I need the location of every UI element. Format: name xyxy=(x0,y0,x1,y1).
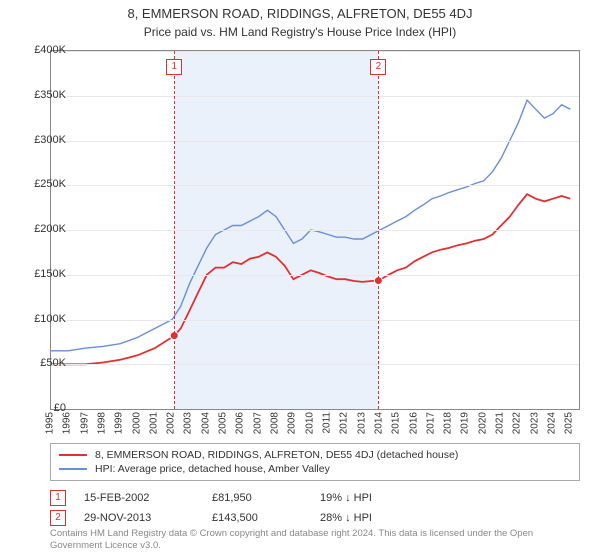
y-axis-label: £0 xyxy=(18,402,66,414)
sale-row-marker: 2 xyxy=(50,510,66,526)
footnote: Contains HM Land Registry data © Crown c… xyxy=(50,528,580,552)
x-axis-label: 2019 xyxy=(460,412,471,434)
x-axis-label: 2024 xyxy=(547,412,558,434)
sale-marker-box: 2 xyxy=(370,59,386,75)
x-axis-label: 2021 xyxy=(495,412,506,434)
x-axis-label: 2010 xyxy=(304,412,315,434)
sale-vline xyxy=(378,51,379,409)
x-axis-label: 2007 xyxy=(252,412,263,434)
x-axis-label: 2023 xyxy=(529,412,540,434)
gridline xyxy=(51,320,579,321)
y-axis-label: £300K xyxy=(18,134,66,146)
legend-label: 8, EMMERSON ROAD, RIDDINGS, ALFRETON, DE… xyxy=(95,449,458,461)
y-axis-label: £50K xyxy=(18,357,66,369)
x-axis-label: 2016 xyxy=(408,412,419,434)
gridline xyxy=(51,51,579,52)
x-axis-label: 2013 xyxy=(356,412,367,434)
sale-row-pct: 19% ↓ HPI xyxy=(320,492,430,504)
x-axis-label: 2003 xyxy=(183,412,194,434)
gridline xyxy=(51,185,579,186)
sale-vline xyxy=(174,51,175,409)
legend-label: HPI: Average price, detached house, Ambe… xyxy=(95,463,330,475)
sale-row-marker: 1 xyxy=(50,490,66,506)
x-axis-label: 2020 xyxy=(477,412,488,434)
gridline xyxy=(51,96,579,97)
y-axis-label: £400K xyxy=(18,44,66,56)
sale-row: 2 29-NOV-2013 £143,500 28% ↓ HPI xyxy=(50,508,580,528)
y-axis-label: £250K xyxy=(18,178,66,190)
x-axis-label: 2001 xyxy=(148,412,159,434)
gridline xyxy=(51,141,579,142)
legend-swatch xyxy=(59,468,87,470)
y-axis-label: £350K xyxy=(18,89,66,101)
legend-box: 8, EMMERSON ROAD, RIDDINGS, ALFRETON, DE… xyxy=(50,443,580,481)
x-axis-label: 2009 xyxy=(287,412,298,434)
x-axis-label: 2017 xyxy=(425,412,436,434)
sales-table: 1 15-FEB-2002 £81,950 19% ↓ HPI 2 29-NOV-2013… xyxy=(50,488,580,528)
sale-marker-box: 1 xyxy=(166,59,182,75)
x-axis-label: 1995 xyxy=(45,412,56,434)
x-axis-label: 2015 xyxy=(391,412,402,434)
y-axis-label: £100K xyxy=(18,313,66,325)
sale-row-price: £81,950 xyxy=(212,492,302,504)
x-axis-label: 2011 xyxy=(321,412,332,434)
gridline xyxy=(51,275,579,276)
legend-row: HPI: Average price, detached house, Ambe… xyxy=(59,462,571,476)
x-axis-label: 2008 xyxy=(270,412,281,434)
sale-row-price: £143,500 xyxy=(212,512,302,524)
legend-row: 8, EMMERSON ROAD, RIDDINGS, ALFRETON, DE… xyxy=(59,448,571,462)
x-axis-label: 2025 xyxy=(564,412,575,434)
x-axis-label: 2004 xyxy=(200,412,211,434)
x-axis-label: 1998 xyxy=(96,412,107,434)
gridline xyxy=(51,364,579,365)
y-axis-label: £200K xyxy=(18,223,66,235)
y-axis-label: £150K xyxy=(18,268,66,280)
x-axis-label: 2005 xyxy=(218,412,229,434)
x-axis-label: 1996 xyxy=(62,412,73,434)
chart-subtitle: Price paid vs. HM Land Registry's House … xyxy=(0,21,600,45)
x-axis-label: 2000 xyxy=(131,412,142,434)
sale-row-date: 29-NOV-2013 xyxy=(84,512,194,524)
x-axis-label: 2018 xyxy=(443,412,454,434)
x-axis-label: 2006 xyxy=(235,412,246,434)
x-axis-label: 2022 xyxy=(512,412,523,434)
legend-swatch xyxy=(59,454,87,456)
chart-title: 8, EMMERSON ROAD, RIDDINGS, ALFRETON, DE… xyxy=(0,0,600,21)
series-line-hpi xyxy=(51,100,570,351)
series-line-price_paid xyxy=(51,194,570,364)
sale-row: 1 15-FEB-2002 £81,950 19% ↓ HPI xyxy=(50,488,580,508)
x-axis-label: 1997 xyxy=(79,412,90,434)
x-axis-label: 1999 xyxy=(114,412,125,434)
chart-plot-area: 12 xyxy=(50,50,580,410)
gridline xyxy=(51,230,579,231)
x-axis-label: 2002 xyxy=(166,412,177,434)
x-axis-label: 2012 xyxy=(339,412,350,434)
x-axis-label: 2014 xyxy=(373,412,384,434)
sale-row-pct: 28% ↓ HPI xyxy=(320,512,430,524)
sale-row-date: 15-FEB-2002 xyxy=(84,492,194,504)
